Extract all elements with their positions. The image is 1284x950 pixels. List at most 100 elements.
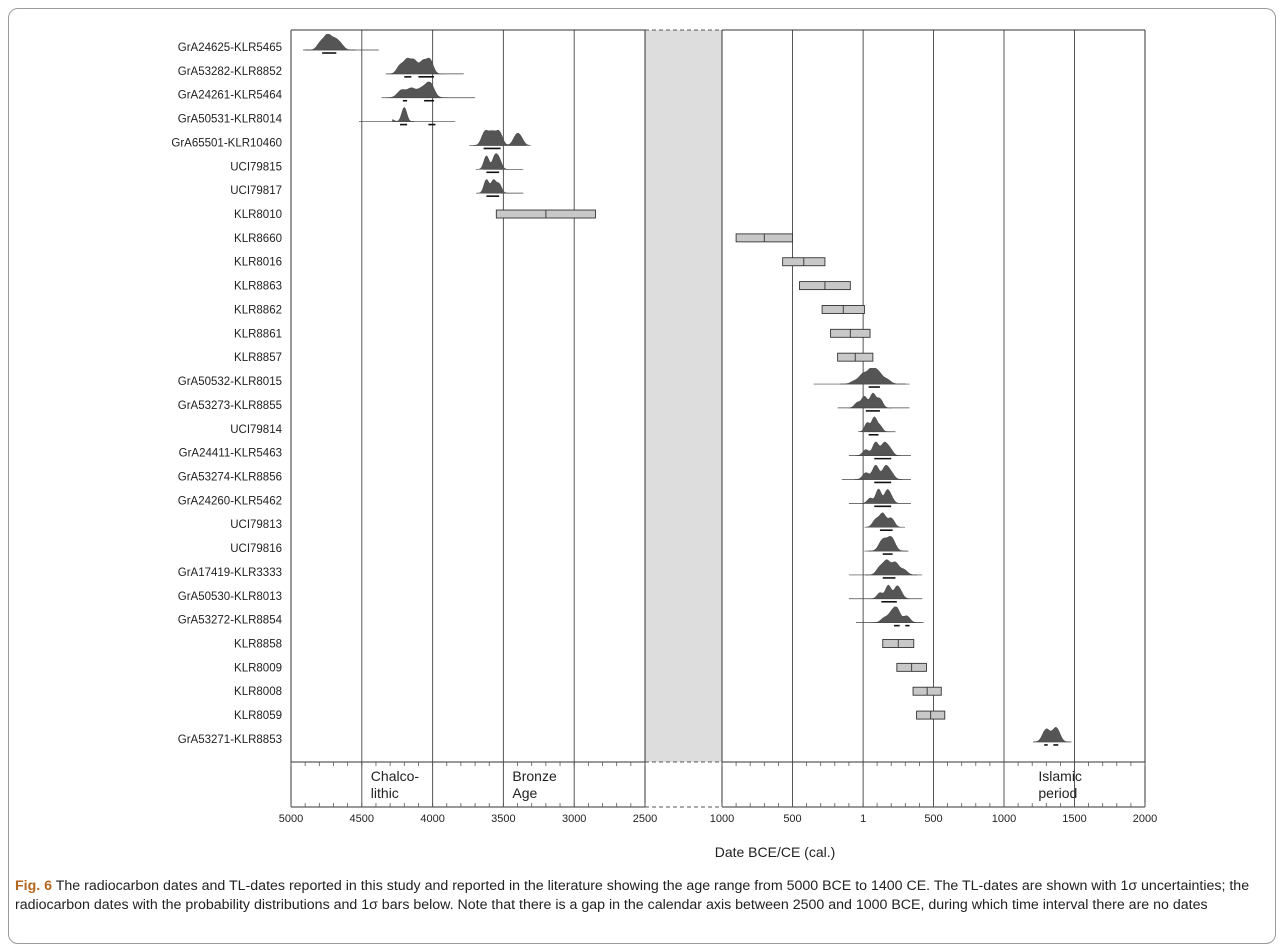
c14-probability-distribution: [475, 153, 509, 170]
x-tick-label: 5000: [279, 813, 303, 825]
period-label: Bronze: [512, 768, 557, 784]
sample-label: GrA53272-KLR8854: [178, 615, 283, 627]
c14-probability-distribution: [870, 606, 922, 623]
sample-label: UCI79815: [230, 161, 282, 173]
c14-probability-distribution: [864, 559, 918, 576]
c14-probability-distribution: [848, 392, 892, 409]
sample-row: GrA50531-KLR8014: [178, 107, 456, 126]
c14-probability-distribution: [855, 441, 901, 456]
x-axis-label: Date BCE/CE (cal.): [715, 844, 836, 860]
sample-row: KLR8862: [234, 304, 865, 316]
c14-probability-distribution: [864, 512, 905, 528]
sample-row: GrA53273-KLR8855: [178, 392, 910, 412]
sample-row: GrA50530-KLR8013: [178, 584, 923, 603]
x-tick-label: 2000: [1133, 813, 1157, 825]
c14-probability-distribution: [868, 584, 912, 600]
sample-label: GrA24625-KLR5465: [178, 42, 282, 54]
sample-label: GrA24411-KLR5463: [179, 448, 282, 460]
sample-row: UCI79814: [230, 416, 896, 436]
sample-label: GrA50530-KLR8013: [178, 591, 282, 603]
sample-label: GrA24261-KLR5464: [178, 90, 283, 102]
c14-probability-distribution: [386, 57, 445, 75]
sample-row: UCI79815: [230, 153, 524, 173]
sample-row: GrA17419-KLR3333: [178, 559, 923, 579]
c14-probability-distribution: [857, 416, 891, 433]
sample-row: GrA65501-KLR10460: [171, 129, 531, 149]
sample-label: GrA17419-KLR3333: [178, 567, 282, 579]
sample-label: GrA65501-KLR10460: [171, 137, 282, 149]
sample-row: GrA53271-KLR8853: [178, 727, 1072, 746]
sample-row: GrA24625-KLR5465: [178, 34, 379, 54]
sample-label: KLR8862: [234, 304, 282, 316]
x-tick-label: 1: [860, 813, 866, 825]
sample-label: KLR8857: [234, 352, 282, 364]
sample-label: GrA53274-KLR8856: [178, 471, 282, 483]
sample-label: UCI79814: [230, 424, 282, 436]
x-tick-label: 1500: [1062, 813, 1086, 825]
sample-label: KLR8863: [234, 281, 282, 293]
c14-probability-distribution: [860, 488, 901, 504]
sample-label: UCI79817: [230, 185, 282, 197]
sample-row: GrA53282-KLR8852: [178, 57, 464, 78]
sample-row: KLR8010: [234, 209, 596, 221]
period-label: Chalco-: [371, 768, 420, 784]
x-tick-label: 3000: [562, 813, 586, 825]
sample-label: UCI79816: [230, 543, 282, 555]
c14-probability-distribution: [392, 107, 415, 122]
sample-row: KLR8858: [234, 639, 915, 651]
sample-row: GrA53274-KLR8856: [178, 464, 911, 483]
sample-row: GrA53272-KLR8854: [178, 606, 924, 627]
caption-text: The radiocarbon dates and TL-dates repor…: [15, 878, 1250, 913]
sample-label: GrA50532-KLR8015: [178, 376, 282, 388]
x-tick-label: 1000: [710, 813, 734, 825]
c14-probability-distribution: [475, 179, 509, 194]
sample-label: UCI79813: [230, 519, 282, 531]
axis-gap-band: [645, 30, 722, 762]
x-tick-label: 500: [924, 813, 942, 825]
period-label: period: [1038, 785, 1077, 801]
sample-row: UCI79816: [230, 536, 909, 555]
x-tick-label: 2500: [633, 813, 657, 825]
c14-probability-distribution: [385, 81, 449, 98]
x-tick-label: 4000: [420, 813, 444, 825]
sample-label: GrA53273-KLR8855: [178, 400, 282, 412]
caption-lead: Fig. 6: [15, 878, 53, 894]
c14-probability-distribution: [473, 129, 531, 146]
sample-row: KLR8008: [234, 686, 942, 698]
sample-label: KLR8858: [234, 639, 282, 651]
sample-row: KLR8857: [234, 352, 874, 364]
sample-label: KLR8008: [234, 686, 282, 698]
sample-row: KLR8016: [234, 257, 826, 269]
sample-row: KLR8861: [234, 328, 871, 340]
sample-row: GrA24260-KLR5462: [178, 488, 911, 507]
figure-caption: Fig. 6 The radiocarbon dates and TL-date…: [15, 877, 1270, 915]
sample-label: KLR8010: [234, 209, 282, 221]
sample-label: GrA53271-KLR8853: [178, 734, 282, 746]
c14-probability-distribution: [1032, 727, 1072, 743]
x-tick-label: 4500: [350, 813, 374, 825]
sample-label: KLR8016: [234, 257, 282, 269]
x-tick-label: 3500: [491, 813, 515, 825]
c14-probability-distribution: [303, 34, 356, 51]
x-tick-label: 1000: [992, 813, 1016, 825]
figure-frame: [8, 8, 1276, 944]
period-label: Islamic: [1038, 768, 1082, 784]
sample-row: KLR8009: [234, 662, 927, 674]
c14-probability-distribution: [839, 368, 906, 385]
sample-label: KLR8660: [234, 233, 282, 245]
c14-probability-distribution: [854, 464, 903, 480]
sample-label: GrA53282-KLR8852: [178, 66, 282, 78]
period-label: Age: [512, 785, 537, 801]
sample-label: KLR8009: [234, 662, 282, 674]
sample-label: GrA50531-KLR8014: [178, 114, 283, 126]
sample-row: KLR8863: [234, 281, 851, 293]
sample-row: GrA50532-KLR8015: [178, 368, 910, 388]
sample-row: UCI79813: [230, 512, 905, 531]
x-tick-label: 500: [783, 813, 801, 825]
c14-probability-distribution: [868, 536, 909, 552]
sample-label: GrA24260-KLR5462: [178, 495, 282, 507]
sample-row: KLR8059: [234, 710, 946, 722]
radiocarbon-tl-date-chart: 5000 4500 4000 3500 3000 2500 1000 500 1 500 1000 1…: [171, 29, 1157, 860]
sample-label: KLR8861: [234, 328, 282, 340]
sample-row: GrA24261-KLR5464: [178, 81, 476, 102]
